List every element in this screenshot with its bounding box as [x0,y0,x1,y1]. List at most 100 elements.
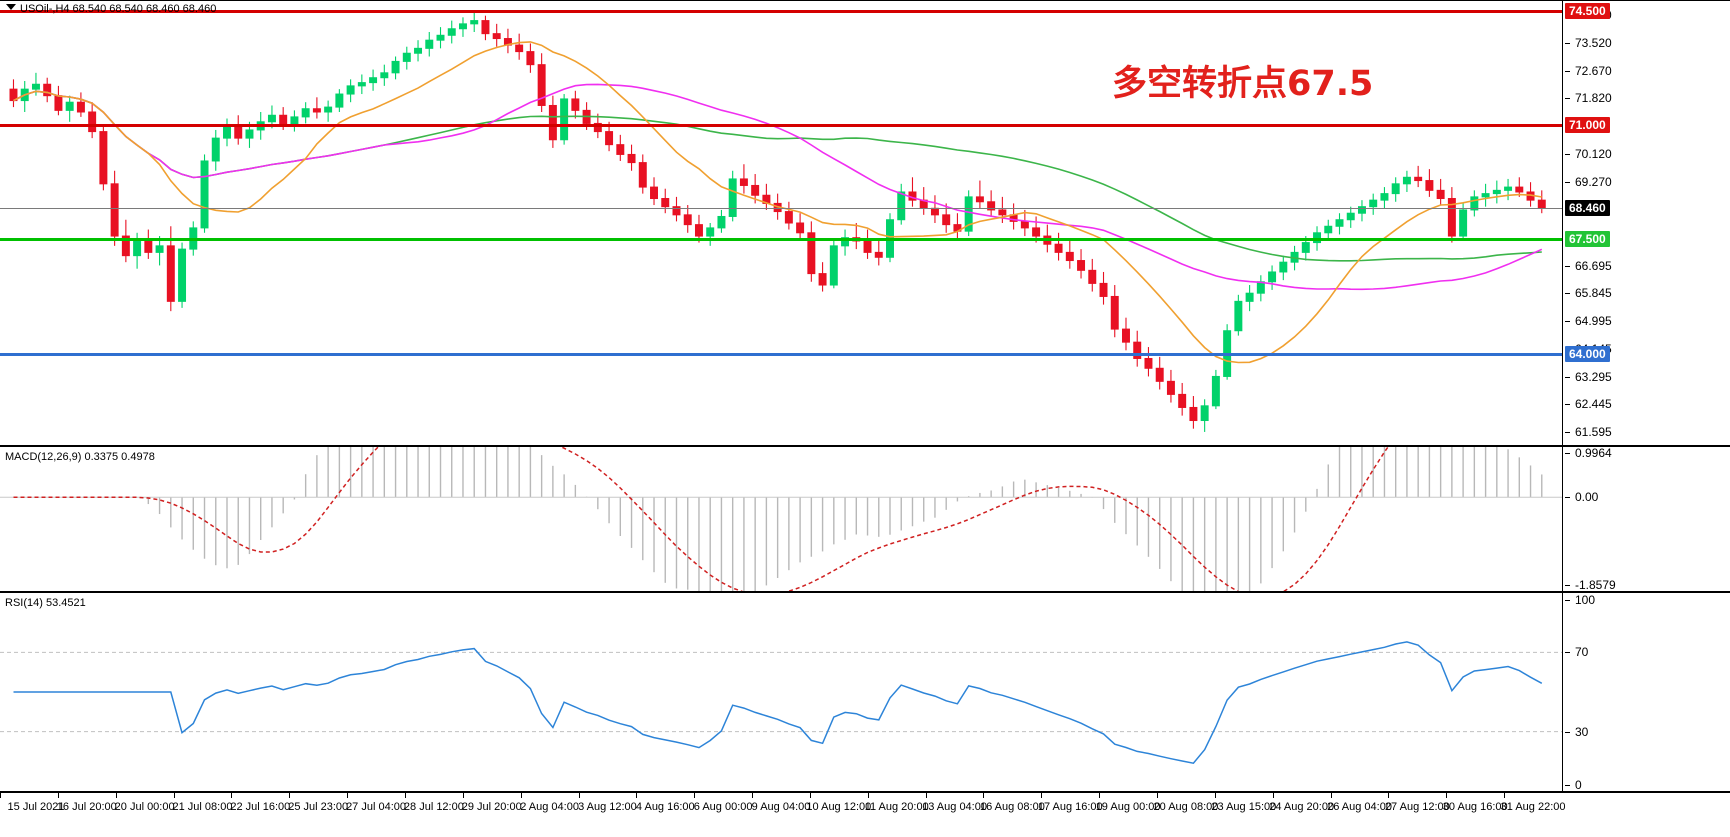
time-tick-mark [57,793,59,798]
collapse-caret-icon[interactable] [6,4,16,10]
price-level-floor[interactable] [0,352,1562,356]
time-tick-mark [983,793,985,798]
rsi-svg [0,641,1562,765]
time-tick-mark [809,793,811,798]
time-tick-mark [752,793,754,798]
time-tick-label: 16 Jul 20:00 [56,801,117,813]
time-tick-mark [1388,793,1390,798]
time-tick-mark [1504,793,1506,798]
price-tick-label: 69.270 [1565,174,1612,189]
rsi-tick-label: 0 [1565,778,1582,792]
time-tick-label: 4 Aug 16:00 [635,801,695,813]
time-tick-label: 23 Aug 15:00 [1211,801,1277,813]
macd-plot-area[interactable] [0,447,1562,591]
price-level-last-price[interactable] [0,207,1562,209]
time-tick-mark [347,793,349,798]
price-tick-label: 64.995 [1565,314,1612,329]
time-tick-label: 31 Aug 22:00 [1500,801,1566,813]
price-tick-label: 62.445 [1565,397,1612,412]
time-tick-label: 9 Aug 04:00 [751,801,811,813]
time-tick-mark [1041,793,1043,798]
rsi-pane[interactable]: 100 70 30 0 [0,592,1730,792]
price-axis[interactable]: 74.37073.52072.67071.82070.12069.27066.6… [1562,1,1730,445]
time-tick-mark [636,793,638,798]
price-candles-svg [9,12,1546,432]
rsi-label: RSI(14) 53.4521 [5,597,86,609]
price-level-tag[interactable]: 71.000 [1565,117,1610,134]
time-tick-label: 26 Aug 04:00 [1327,801,1392,813]
time-tick-label: 21 Jul 08:00 [172,801,233,813]
price-chart-pane[interactable]: 74.37073.52072.67071.82070.12069.27066.6… [0,0,1730,446]
time-tick-label: 27 Aug 12:00 [1384,801,1450,813]
rsi-tick-label: 100 [1564,593,1596,607]
price-tick-label: 73.520 [1565,35,1612,50]
time-tick-label: 20 Jul 00:00 [114,801,175,813]
time-tick-mark [867,793,869,798]
time-tick-mark [462,793,464,798]
time-tick-mark [578,793,580,798]
rsi-line [13,641,1543,765]
time-tick-label: 10 Aug 12:00 [806,801,872,813]
price-tick-label: 66.695 [1565,258,1612,273]
time-tick-mark [173,793,175,798]
time-tick-mark [1272,793,1274,798]
macd-axis: 0.9964 0.00 -1.8579 [1562,446,1730,592]
time-tick-mark [0,793,1,798]
price-level-resistance[interactable] [0,124,1562,128]
time-tick-label: 24 Aug 20:00 [1269,801,1335,813]
time-tick-mark [115,793,117,798]
ma-mid-line [13,83,1543,291]
time-tick-label: 3 Aug 12:00 [578,801,637,813]
time-tick-label: 30 Aug 16:00 [1442,801,1508,813]
price-level-tag[interactable]: 64.000 [1565,345,1610,362]
macd-histogram [147,447,1543,591]
time-tick-label: 11 Aug 20:00 [864,801,929,813]
time-tick-label: 20 Aug 08:00 [1153,801,1219,813]
time-tick-mark [1446,793,1448,798]
price-level-pivot[interactable] [0,238,1562,242]
time-tick-label: 27 Jul 04:00 [346,801,406,813]
time-tick-mark [925,793,927,798]
time-tick-mark [231,793,233,798]
price-level-resistance[interactable] [0,9,1562,13]
price-tick-label: 61.595 [1565,425,1612,440]
rsi-tick-label: 70 [1564,645,1589,660]
time-tick-label: 2 Aug 04:00 [520,801,579,813]
price-level-tag[interactable]: 67.500 [1565,231,1610,248]
time-tick-label: 13 Aug 04:00 [922,801,987,813]
time-tick-mark [404,793,406,798]
rsi-plot-area[interactable] [0,593,1562,791]
macd-svg [0,447,1562,591]
macd-pane[interactable]: 0.9964 0.00 -1.8579 [0,446,1730,592]
price-tick-label: 65.845 [1565,286,1612,301]
time-tick-label: 17 Aug 16:00 [1037,801,1103,813]
time-tick-label: 6 Aug 00:00 [693,801,753,813]
chart-annotation: 多空转折点67.5 [1112,64,1374,104]
time-tick-mark [1157,793,1159,798]
rsi-axis: 100 70 30 0 [1562,593,1730,792]
ma-fast-line [13,41,1542,364]
price-level-tag[interactable]: 68.460 [1565,199,1610,216]
macd-tick-label: 0.00 [1564,490,1599,505]
time-tick-mark [1330,793,1332,798]
time-axis[interactable]: 15 Jul 2021 16 Jul 20:00 20 Jul 00:00 21 Ju… [0,792,1730,837]
macd-signal-line [13,447,1389,591]
time-tick-mark [520,793,522,798]
price-tick-label: 70.120 [1565,146,1612,161]
time-tick-label: 28 Jul 12:00 [403,801,464,813]
price-plot-area[interactable] [0,1,1562,445]
time-tick-label: 25 Jul 23:00 [288,801,349,813]
time-tick-label: 29 Jul 20:00 [461,801,522,813]
macd-tick-label: -1.8579 [1565,578,1616,592]
time-tick-label: 15 Jul 2021 [7,801,65,813]
price-tick-label: 63.295 [1565,369,1612,384]
time-tick-label: 16 Aug 08:00 [979,801,1045,813]
time-tick-mark [694,793,696,798]
macd-tick-label: 0.9964 [1565,446,1612,460]
symbol-header: USOil-,H4 68.540 68.540 68.460 68.460 [20,3,217,15]
price-level-tag[interactable]: 74.500 [1565,2,1610,19]
time-tick-mark [1214,793,1216,798]
price-tick-label: 72.670 [1565,63,1612,78]
ma-slow-line [13,90,1542,262]
